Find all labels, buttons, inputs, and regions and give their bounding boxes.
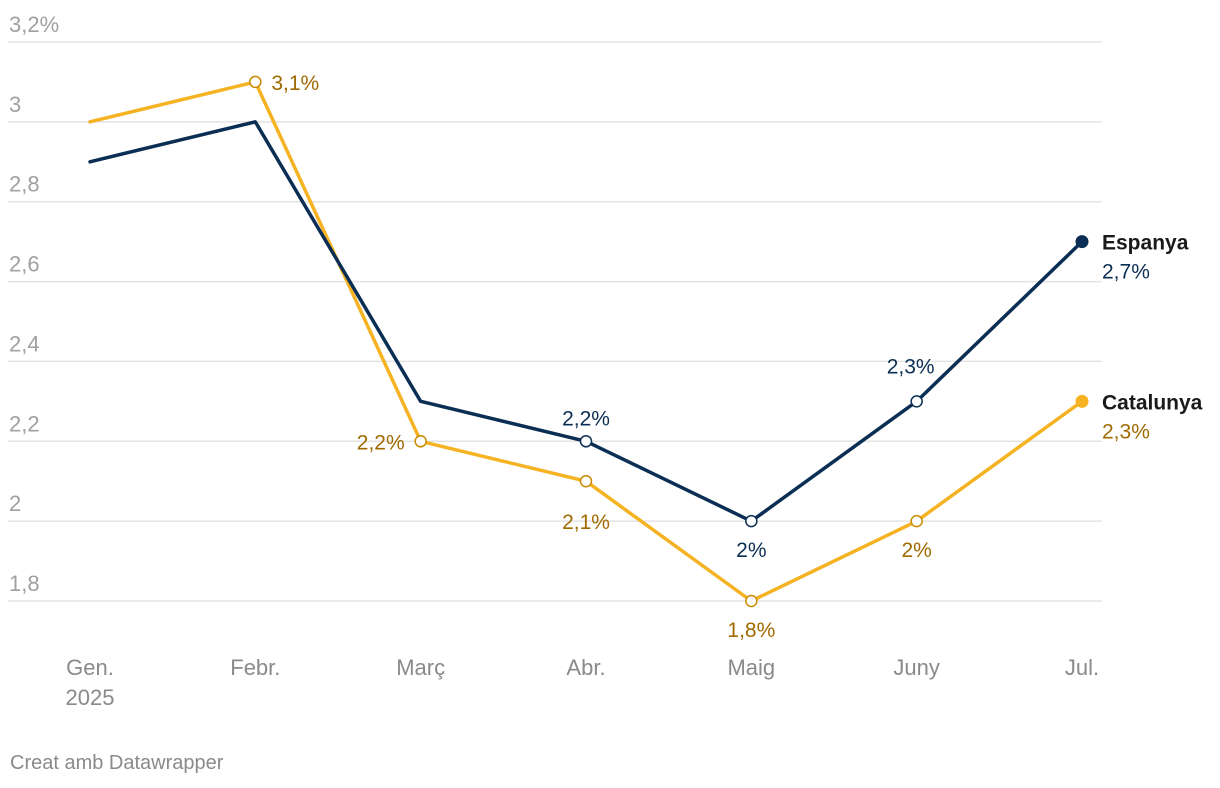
data-label: 2,7% — [1102, 261, 1150, 284]
x-tick-label: Jul. — [1065, 655, 1099, 680]
y-tick-label: 2,8 — [9, 172, 40, 197]
series-end-label: Catalunya — [1102, 391, 1203, 414]
data-label: 3,1% — [271, 72, 319, 95]
data-point-marker — [910, 514, 923, 528]
data-point-marker — [745, 594, 758, 608]
data-label: 2% — [736, 539, 766, 562]
y-tick-label: 2,4 — [9, 331, 40, 356]
series-endpoint-espanya — [1075, 235, 1089, 249]
data-label: 2,3% — [887, 355, 935, 378]
x-tick-label: Abr. — [566, 655, 605, 680]
series-end-label: Espanya — [1102, 232, 1189, 255]
x-tick-sublabel: 2025 — [66, 685, 115, 710]
data-label: 1,8% — [727, 619, 775, 642]
x-tick-label: Maig — [727, 655, 775, 680]
y-tick-label: 2,2 — [9, 411, 40, 436]
data-point-marker — [579, 474, 593, 488]
series-line-espanya — [88, 120, 1084, 523]
line-chart: 1,8 2 2,2 2,4 2,6 2,8 3 3,2% Gen. 2025 Febr. Març Ab… — [8, 12, 1203, 710]
x-tick-label: Juny — [893, 655, 939, 680]
data-label: 2,2% — [357, 431, 405, 454]
data-label: 2,3% — [1102, 420, 1150, 443]
credit-text: Creat amb Datawrapper — [10, 752, 224, 774]
data-point-marker — [579, 435, 593, 448]
x-tick-label: Febr. — [230, 655, 280, 680]
y-tick-label: 3,2% — [9, 12, 59, 37]
data-label: 2% — [901, 539, 931, 562]
series-endpoint-catalunya — [1075, 394, 1089, 408]
y-tick-label: 1,8 — [9, 571, 40, 596]
data-point-marker — [249, 75, 262, 89]
data-point-marker — [745, 514, 758, 528]
x-tick-label: Març — [396, 655, 445, 680]
x-tick-label: Gen. — [66, 655, 114, 680]
y-tick-label: 2 — [9, 491, 21, 516]
data-point-marker — [910, 395, 923, 408]
data-label: 2,2% — [562, 407, 610, 430]
y-tick-label: 2,6 — [9, 252, 40, 277]
y-tick-label: 3 — [9, 92, 21, 117]
data-label: 2,1% — [562, 511, 610, 534]
data-point-marker — [414, 435, 427, 448]
